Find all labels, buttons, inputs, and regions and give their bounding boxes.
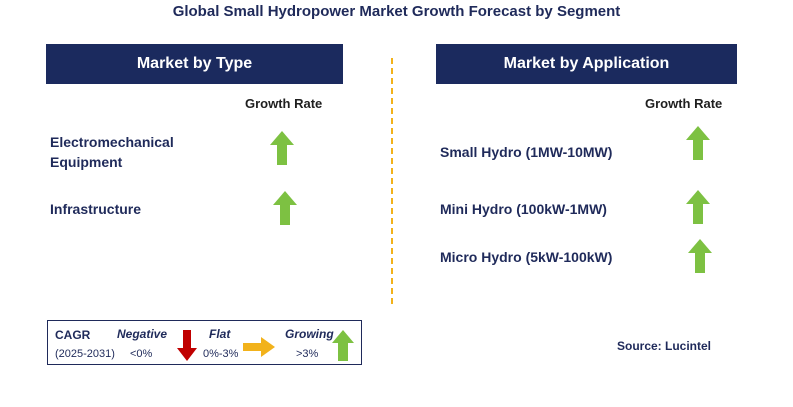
application-item-mini-hydro: Mini Hydro (100kW-1MW) <box>440 201 607 217</box>
cagr-legend: CAGR (2025-2031) Negative <0% Flat 0%-3%… <box>47 320 362 365</box>
application-growth-rate-label: Growth Rate <box>645 96 723 111</box>
down-arrow-icon <box>177 330 197 361</box>
up-arrow-icon <box>273 191 297 225</box>
up-arrow-icon <box>686 190 710 224</box>
type-growth-rate-label: Growth Rate <box>245 96 323 111</box>
legend-negative-label: Negative <box>117 327 168 341</box>
type-item-label-line1: Infrastructure <box>50 201 142 217</box>
legend-cagr-label: CAGR <box>55 328 91 342</box>
market-by-type-header: Market by Type <box>46 44 343 84</box>
market-by-application-header: Market by Application <box>436 44 737 84</box>
legend-negative-range: <0% <box>130 348 153 360</box>
up-arrow-icon <box>688 239 712 273</box>
application-item-small-hydro: Small Hydro (1MW-10MW) <box>440 144 613 160</box>
legend-growing-label: Growing <box>285 327 334 341</box>
legend-growing-range: >3% <box>296 348 319 360</box>
application-item-micro-hydro: Micro Hydro (5kW-100kW) <box>440 249 613 265</box>
legend-flat-range: 0%-3% <box>203 348 239 360</box>
up-arrow-icon <box>270 131 294 165</box>
type-item-electromechanical: Electromechanical Equipment <box>50 132 174 172</box>
type-item-label-line1: Electromechanical <box>50 134 174 150</box>
up-arrow-icon <box>332 330 354 361</box>
right-arrow-icon <box>243 337 275 357</box>
up-arrow-icon <box>686 126 710 160</box>
type-item-label-line2: Equipment <box>50 154 123 170</box>
page-title: Global Small Hydropower Market Growth Fo… <box>172 3 621 20</box>
panel-divider <box>391 58 393 304</box>
legend-period: (2025-2031) <box>55 348 115 360</box>
source-label: Source: Lucintel <box>617 339 712 353</box>
type-item-infrastructure: Infrastructure <box>50 199 141 219</box>
legend-flat-label: Flat <box>209 327 231 341</box>
